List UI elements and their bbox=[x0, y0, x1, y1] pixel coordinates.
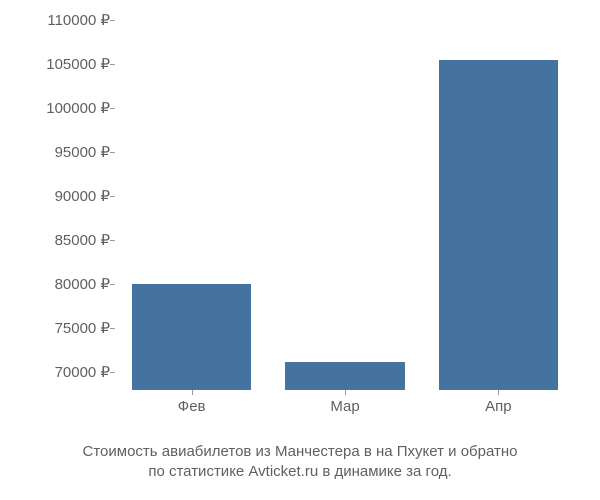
y-tick-mark bbox=[110, 372, 115, 373]
y-tick-label: 85000 ₽ bbox=[20, 231, 110, 249]
y-tick-label: 80000 ₽ bbox=[20, 275, 110, 293]
y-tick-mark bbox=[110, 328, 115, 329]
bar bbox=[439, 60, 559, 390]
caption-line1: Стоимость авиабилетов из Манчестера в на… bbox=[83, 443, 518, 460]
y-tick-label: 110000 ₽ bbox=[20, 11, 110, 29]
plot-area bbox=[115, 20, 575, 390]
x-tick-label: Мар bbox=[330, 398, 359, 415]
chart-container: 70000 ₽ 75000 ₽ 80000 ₽ 85000 ₽ 90000 ₽ 95000… bbox=[15, 10, 585, 430]
y-tick-label: 70000 ₽ bbox=[20, 363, 110, 381]
x-tick-mark bbox=[498, 390, 499, 395]
x-tick-label: Фев bbox=[178, 398, 206, 415]
x-tick-mark bbox=[345, 390, 346, 395]
caption-line2: по статистике Avticket.ru в динамике за … bbox=[148, 463, 451, 480]
chart-caption: Стоимость авиабилетов из Манчестера в на… bbox=[0, 442, 600, 483]
y-tick-mark bbox=[110, 20, 115, 21]
y-tick-label: 90000 ₽ bbox=[20, 187, 110, 205]
y-tick-mark bbox=[110, 152, 115, 153]
x-tick-mark bbox=[192, 390, 193, 395]
y-tick-label: 100000 ₽ bbox=[20, 99, 110, 117]
y-tick-mark bbox=[110, 284, 115, 285]
y-tick-mark bbox=[110, 64, 115, 65]
y-tick-mark bbox=[110, 196, 115, 197]
bar bbox=[285, 362, 405, 390]
y-tick-label: 75000 ₽ bbox=[20, 319, 110, 337]
y-tick-label: 95000 ₽ bbox=[20, 143, 110, 161]
y-tick-mark bbox=[110, 240, 115, 241]
y-tick-label: 105000 ₽ bbox=[20, 55, 110, 73]
bar bbox=[132, 284, 252, 390]
x-tick-label: Апр bbox=[485, 398, 511, 415]
y-tick-mark bbox=[110, 108, 115, 109]
